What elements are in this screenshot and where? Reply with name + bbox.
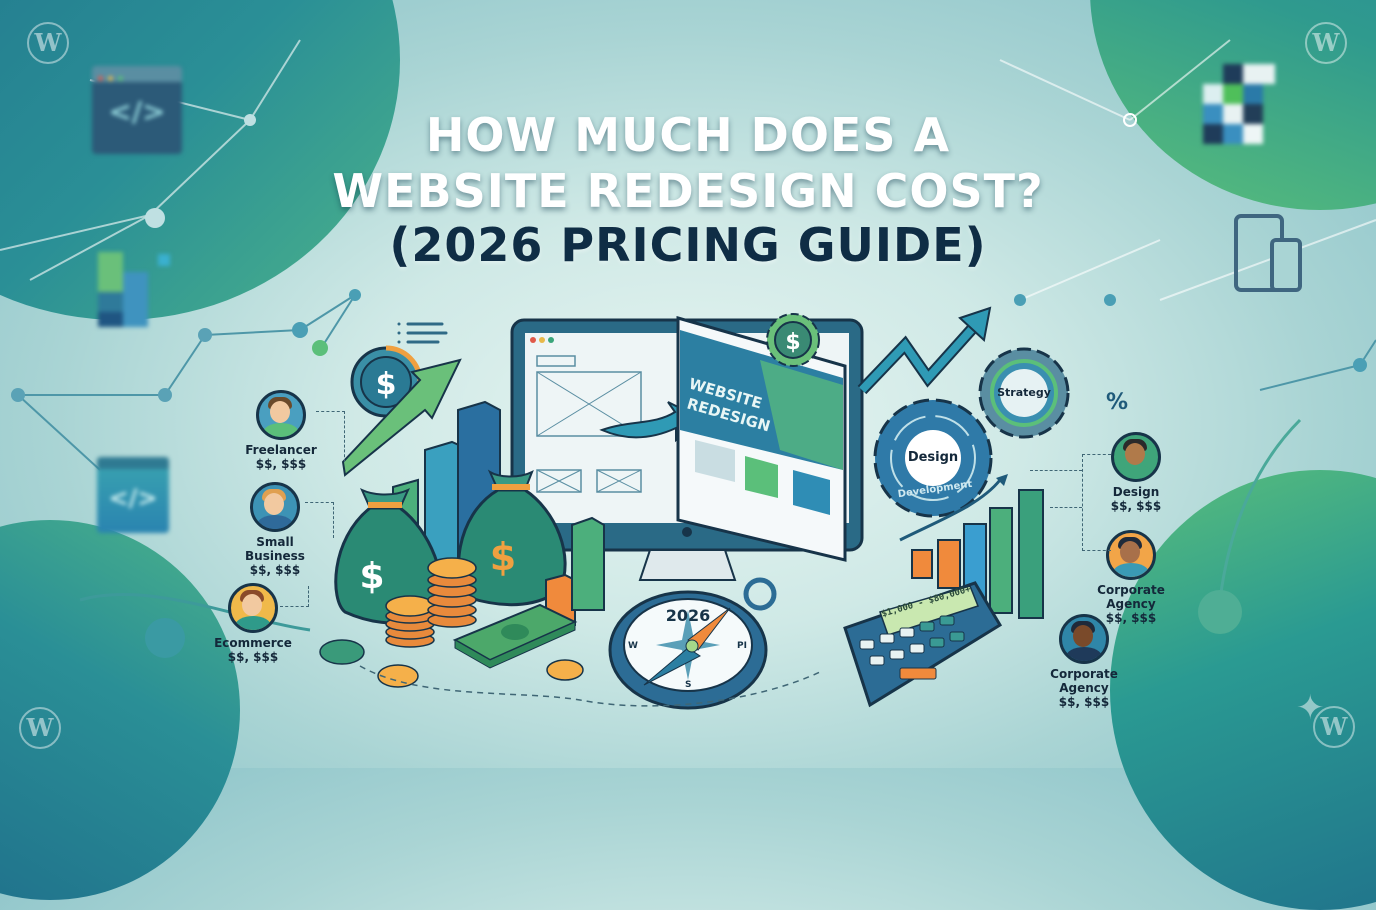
title-line-3: (2026 PRICING GUIDE) — [389, 218, 987, 272]
gear-label-design: Design — [907, 450, 959, 465]
connector-line — [1050, 507, 1082, 508]
illustration: $ WEBSITE REDESIGN $ — [319, 306, 1070, 710]
code-window-icon: </> — [97, 457, 169, 533]
devices-icon — [1234, 214, 1302, 292]
persona-design: Design $$, $$$ — [1081, 432, 1191, 513]
sparkle-icon: ✦ — [1296, 688, 1325, 728]
persona-small-business: Small Business $$, $$$ — [220, 482, 330, 577]
avatar — [228, 583, 278, 633]
svg-text:$: $ — [785, 330, 800, 355]
persona-ecommerce: Ecommerce $$, $$$ — [198, 583, 308, 664]
title-line-2: WEBSITE REDESIGN COST? — [332, 164, 1044, 218]
avatar — [1059, 614, 1109, 664]
svg-text:$: $ — [376, 367, 397, 402]
connector-line — [305, 502, 334, 538]
avatar — [256, 390, 306, 440]
wordpress-icon: W — [1313, 706, 1355, 748]
compass-east: PI — [737, 641, 747, 651]
pixel-grid-icon — [1203, 64, 1278, 146]
connector-line — [1082, 454, 1111, 551]
connector-line — [1030, 470, 1082, 471]
persona-corporate-agency: Corporate Agency $$, $$$ — [1076, 530, 1186, 625]
svg-text:$: $ — [359, 556, 384, 597]
wordpress-icon: W — [27, 22, 69, 64]
wordpress-icon: W — [1305, 22, 1347, 64]
avatar — [1106, 530, 1156, 580]
persona-corporate-agency: Corporate Agency $$, $$$ — [1029, 614, 1139, 709]
avatar — [1111, 432, 1161, 482]
compass-year: 2026 — [665, 606, 711, 625]
percent-icon: % — [1106, 390, 1129, 415]
svg-text:$: $ — [490, 535, 516, 579]
compass-south: S — [685, 680, 692, 690]
connector-line — [280, 586, 309, 607]
gear-label-strategy: Strategy — [997, 386, 1051, 399]
persona-freelancer: Freelancer $$, $$$ — [226, 390, 336, 471]
compass-west: W — [628, 641, 638, 651]
avatar — [250, 482, 300, 532]
code-window-icon: </> — [92, 66, 182, 154]
wordpress-icon: W — [19, 707, 61, 749]
connector-line — [316, 411, 345, 462]
title-line-1: HOW MUCH DOES A — [425, 108, 951, 162]
color-palette-icon — [98, 252, 173, 327]
